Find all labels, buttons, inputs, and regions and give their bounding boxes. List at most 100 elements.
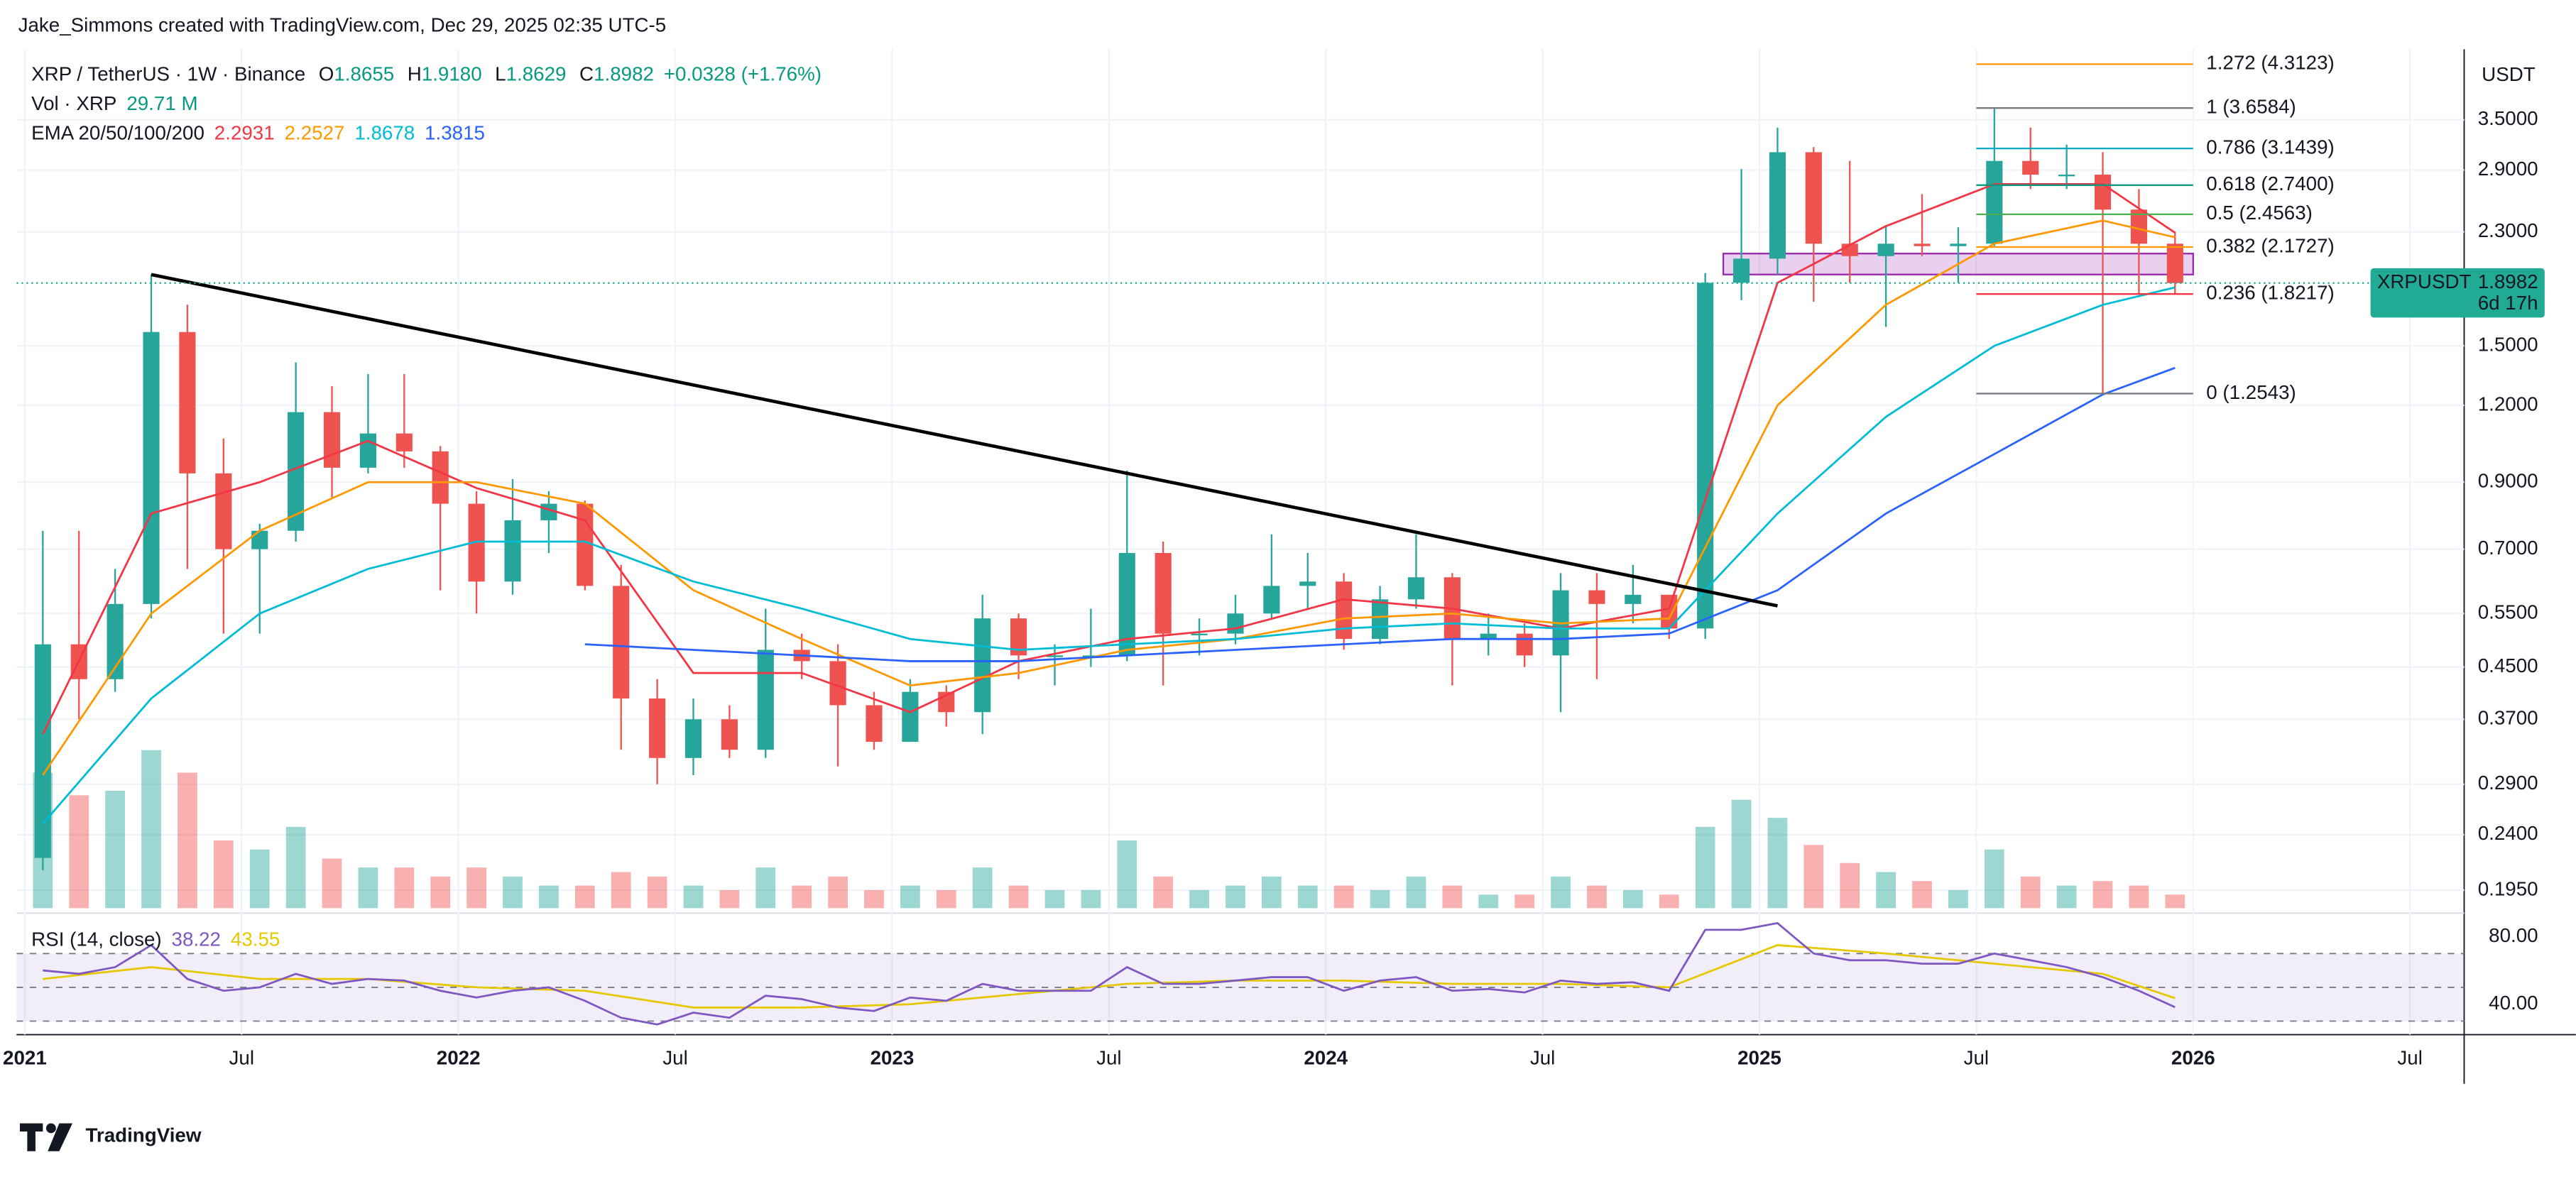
- ema-value: 1.3815: [425, 122, 485, 144]
- volume-bar: [285, 826, 306, 909]
- y-tick-label: 0.4500: [2478, 654, 2538, 676]
- rsi-pane: [16, 921, 2465, 1026]
- y-tick-label: 1.5000: [2478, 334, 2538, 356]
- volume-bar: [1333, 885, 1354, 909]
- rsi-label: RSI (14, close): [31, 928, 162, 950]
- candle-body: [1625, 594, 1642, 604]
- x-tick-label: Jul: [1964, 1047, 1989, 1069]
- rsi-tick-label: 40.00: [2489, 992, 2538, 1014]
- grid: [16, 49, 2465, 1035]
- legend-row: Vol · XRP 29.71 M: [31, 92, 197, 114]
- volume-bar: [1622, 889, 1643, 909]
- candle-body: [1227, 613, 1244, 634]
- candle-body: [1914, 243, 1931, 246]
- ema-value: 2.2931: [214, 122, 275, 144]
- volume-bar: [755, 867, 776, 909]
- legend-row: XRP / TetherUS · 1W · Binance O1.8655 H1.9…: [31, 63, 822, 85]
- candle-body: [1263, 586, 1280, 614]
- fib-label: 0.5 (2.4563): [2206, 202, 2313, 224]
- volume-bar: [900, 885, 920, 909]
- y-tick-label: 0.1950: [2478, 877, 2538, 899]
- y-tick-label: 3.5000: [2478, 107, 2538, 129]
- candle-body: [2094, 175, 2112, 210]
- price-tag-countdown: 6d 17h: [2478, 292, 2538, 314]
- candle-body: [1516, 633, 1533, 656]
- ema-value: 1.8678: [354, 122, 415, 144]
- candle-body: [1191, 633, 1208, 635]
- volume-bar: [249, 849, 270, 909]
- candle-body: [2058, 175, 2075, 177]
- x-tick-label: 2025: [1737, 1047, 1781, 1069]
- volume-bar: [322, 858, 342, 909]
- volume-bar: [574, 885, 595, 909]
- volume-bar: [394, 867, 415, 909]
- price-tag-value: 1.8982: [2478, 270, 2538, 292]
- y-tick-label: 0.9000: [2478, 470, 2538, 492]
- rsi-tick-label: 80.00: [2489, 924, 2538, 946]
- candle-body: [757, 650, 774, 750]
- y-tick-label: 0.3700: [2478, 707, 2538, 729]
- fib-label: 0.382 (2.1727): [2206, 234, 2335, 256]
- candle-body: [288, 412, 305, 531]
- ema-line: [42, 219, 2176, 776]
- volume-bar: [69, 795, 89, 909]
- fib-label: 1.272 (4.3123): [2206, 52, 2335, 74]
- legend-row: EMA 20/50/100/200 2.2931 2.2527 1.8678 1.381…: [31, 122, 485, 144]
- ema-line: [42, 286, 2176, 825]
- x-tick-label: Jul: [229, 1047, 254, 1069]
- y-tick-label: 0.2900: [2478, 772, 2538, 794]
- candle-body: [1010, 618, 1027, 656]
- ohlc-label: L: [495, 63, 506, 85]
- candle-body: [721, 719, 738, 750]
- price-pane: 1.414 (4.8357)1.272 (4.3123)1 (3.6584)0.…: [16, 52, 2465, 909]
- candle-body: [1480, 633, 1497, 640]
- x-tick-label: Jul: [1096, 1047, 1121, 1069]
- candle-body: [1877, 243, 1894, 256]
- candle-body: [1336, 581, 1353, 640]
- volume-bar: [1117, 840, 1137, 909]
- volume-bar: [213, 840, 234, 909]
- candle-body: [1697, 283, 1714, 629]
- volume-bar: [466, 867, 486, 909]
- candle-body: [2022, 160, 2039, 175]
- volume-bar: [141, 750, 161, 909]
- volume-bar: [719, 889, 740, 909]
- volume-bar: [611, 872, 631, 909]
- y-tick-label: 0.5500: [2478, 601, 2538, 623]
- x-tick-label: Jul: [1530, 1047, 1555, 1069]
- candle-body: [323, 412, 341, 468]
- volume-bar: [539, 885, 559, 909]
- candle-body: [829, 661, 846, 706]
- symbol-title: XRP / TetherUS · 1W · Binance: [31, 63, 305, 85]
- rsi-value: 38.22: [172, 928, 221, 950]
- y-tick-label: 2.3000: [2478, 219, 2538, 241]
- candle-body: [902, 691, 919, 743]
- ohlc-label: O: [319, 63, 334, 85]
- candle-body: [143, 332, 160, 604]
- volume-bar: [503, 876, 523, 909]
- fib-label: 0.786 (3.1439): [2206, 136, 2335, 158]
- volume-value: 29.71 M: [126, 92, 197, 114]
- ohlc-label: C: [579, 63, 594, 85]
- ema-label: EMA 20/50/100/200: [31, 122, 204, 144]
- candle-body: [1588, 590, 1605, 604]
- candle-body: [1299, 581, 1316, 586]
- brand-logo: [19, 1123, 72, 1151]
- legend: XRP / TetherUS · 1W · Binance O1.8655 H1.9…: [31, 63, 822, 950]
- volume-bar: [683, 885, 704, 909]
- candle-body: [432, 451, 449, 504]
- brand: TradingView: [85, 1124, 201, 1146]
- candle-body: [1986, 160, 2003, 244]
- volume-bar: [972, 867, 993, 909]
- change: +0.0328 (+1.76%): [664, 63, 822, 85]
- candle-body: [251, 530, 268, 549]
- candle-body: [504, 520, 521, 582]
- trendline: [151, 273, 1778, 608]
- candle-body: [649, 698, 666, 758]
- volume-bar: [828, 876, 848, 909]
- candle-body: [1118, 553, 1135, 656]
- volume-bar: [647, 876, 667, 909]
